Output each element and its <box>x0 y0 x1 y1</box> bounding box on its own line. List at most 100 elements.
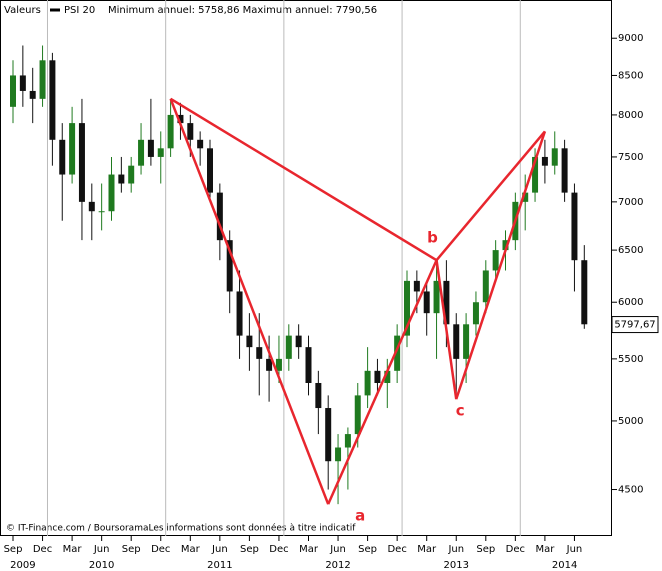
candle-body <box>138 139 145 166</box>
y-tick-label: 4500 <box>618 485 643 496</box>
candle-body <box>59 139 66 175</box>
candle-body <box>118 174 125 184</box>
year-label: 2012 <box>325 560 350 571</box>
y-tick-label: 5000 <box>618 416 643 427</box>
candle-body <box>197 139 204 149</box>
header: Valeurs <box>4 5 41 16</box>
candle-body <box>78 123 85 202</box>
last-value-label: 5797,67 <box>614 320 655 331</box>
candle-body <box>443 280 450 325</box>
candle-body <box>88 201 95 212</box>
pattern-line <box>169 97 438 262</box>
x-tick-label: Sep <box>358 544 377 555</box>
year-label: 2014 <box>552 560 577 571</box>
y-tick-label: 8000 <box>618 110 643 121</box>
x-tick-label: Dec <box>269 544 288 555</box>
candle-body <box>433 280 440 314</box>
y-tick-label: 7500 <box>618 152 643 163</box>
candle-body <box>364 370 371 396</box>
candle-body <box>98 211 105 213</box>
candle-body <box>167 114 174 149</box>
y-tick-label: 5500 <box>618 354 643 365</box>
x-tick-label: Mar <box>417 544 437 555</box>
candle-body <box>69 123 76 175</box>
candle-body <box>561 148 568 193</box>
x-tick-label: Mar <box>299 544 319 555</box>
pattern-label: c <box>456 402 465 420</box>
x-tick-label: Jun <box>211 544 228 555</box>
x-tick-label: Jun <box>447 544 464 555</box>
candle-body <box>187 123 194 140</box>
candle-body <box>472 302 479 325</box>
candle-body <box>128 165 135 184</box>
y-tick-label: 8500 <box>618 70 643 81</box>
candle-body <box>275 358 282 371</box>
last-value-box <box>611 316 659 334</box>
x-tick-label: Dec <box>33 544 52 555</box>
candle-body <box>256 347 263 359</box>
candle-body <box>453 324 460 359</box>
candle-body <box>39 60 46 99</box>
candle-body <box>541 156 548 166</box>
candle-body <box>492 250 499 271</box>
x-tick-label: Jun <box>329 544 346 555</box>
candle-body <box>285 335 292 359</box>
x-tick-label: Mar <box>535 544 555 555</box>
x-tick-label: Jun <box>93 544 110 555</box>
y-tick-label: 7000 <box>618 197 643 208</box>
candle-body <box>108 174 115 212</box>
pattern-line <box>169 98 330 505</box>
x-tick-label: Mar <box>181 544 201 555</box>
candle-body <box>246 335 253 348</box>
candle-body <box>157 148 164 157</box>
pattern-line <box>327 259 438 505</box>
candle-body <box>522 192 529 202</box>
candle-body <box>29 90 36 99</box>
candle-body <box>394 335 401 371</box>
candle-body <box>226 240 233 292</box>
candle-body <box>177 114 184 124</box>
candle-body <box>10 75 16 107</box>
candle-body <box>551 148 558 166</box>
x-tick-label: Sep <box>240 544 259 555</box>
legend-entry: PSI 20 <box>64 5 95 16</box>
pattern-line <box>455 131 547 400</box>
y-tick-label: 9000 <box>618 33 643 44</box>
candle-body <box>413 280 420 292</box>
candle-body <box>423 291 430 314</box>
candle-body <box>344 434 351 448</box>
candle-body <box>335 447 342 462</box>
candle-body <box>49 60 56 140</box>
year-label: 2011 <box>207 560 232 571</box>
candle-body <box>354 395 361 435</box>
candle-body <box>502 240 509 251</box>
candle-body <box>207 148 213 193</box>
x-tick-label: Sep <box>4 544 23 555</box>
candle-body <box>236 291 243 336</box>
candle-body <box>374 370 381 383</box>
year-label: 2013 <box>444 560 469 571</box>
candle-body <box>216 192 223 241</box>
candle-body <box>147 139 154 157</box>
candle-body <box>384 370 391 383</box>
candle-body <box>571 192 578 261</box>
candle-body <box>581 260 588 325</box>
subtitle: Minimum annuel: 5758,86 Maximum annuel: … <box>108 5 377 16</box>
x-tick-label: Dec <box>151 544 170 555</box>
candle-body <box>315 382 322 409</box>
candle-body <box>325 408 332 462</box>
candle-body <box>482 270 489 303</box>
y-tick-label: 6000 <box>618 297 643 308</box>
x-tick-label: Sep <box>476 544 495 555</box>
candle-body <box>19 75 26 91</box>
footer: © IT-Finance.com / BoursoramaLes informa… <box>6 523 356 534</box>
candle-body <box>404 280 410 336</box>
y-tick-label: 6500 <box>618 245 643 256</box>
candle-body <box>295 335 302 348</box>
x-tick-label: Sep <box>122 544 141 555</box>
candle-body <box>305 347 312 383</box>
x-tick-label: Jun <box>566 544 583 555</box>
pattern-line <box>435 130 546 262</box>
